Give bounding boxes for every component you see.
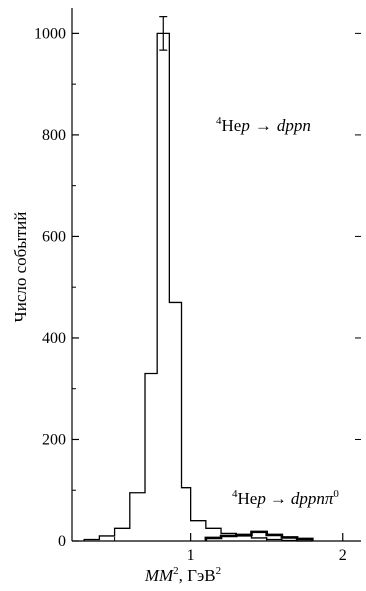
x-tick-label-1: 1 — [187, 547, 195, 564]
series-label-dppn: 4Hep → dppn — [216, 115, 311, 135]
histogram-bars — [83, 16, 314, 542]
series-label-dppn-mass: 4 — [216, 115, 222, 127]
histogram-series-1 — [204, 530, 314, 541]
series-label-dppnpi0-sup: 0 — [333, 488, 339, 500]
y-tick-label-0: 0 — [58, 533, 66, 550]
series-label-dppn-arrow: → — [255, 116, 272, 135]
y-tick-label-800: 800 — [42, 127, 66, 144]
x-axis-label-sup: 2 — [173, 565, 179, 577]
series-label-dppnpi0-mass: 4 — [232, 488, 238, 500]
y-tick-label-600: 600 — [42, 228, 66, 245]
x-axis-label: MM2, ГэВ2 — [144, 565, 221, 585]
y-tick-label-200: 200 — [42, 431, 66, 448]
series-label-dppn-final: dppn — [277, 116, 311, 135]
y-tick-label-1000: 1000 — [34, 25, 66, 42]
series-label-dppnpi0-proj: p — [256, 489, 266, 508]
y-axis-label: Число событий — [11, 212, 30, 323]
axes — [71, 8, 361, 542]
series-label-dppn-nucleus: He — [222, 116, 242, 135]
series-label-dppnpi0-nucleus: He — [238, 489, 258, 508]
series-label-dppn-proj: p — [240, 116, 250, 135]
x-axis-label-main: MM — [144, 566, 174, 585]
series-label-dppnpi0: 4Hep → dppnπ0 — [232, 488, 339, 508]
histogram-series-0 — [83, 32, 313, 542]
series-label-dppnpi0-arrow: → — [270, 489, 287, 508]
x-axis-label-rest: , ГэВ — [179, 566, 216, 585]
x-tick-label-2: 2 — [339, 547, 347, 564]
series-label-dppnpi0-final: dppnπ — [291, 489, 334, 508]
tick-labels: 0 200 400 600 800 1000 1 2 — [34, 25, 347, 564]
ticks — [72, 32, 361, 542]
y-tick-label-400: 400 — [42, 330, 66, 347]
x-axis-label-sup2: 2 — [216, 565, 222, 577]
